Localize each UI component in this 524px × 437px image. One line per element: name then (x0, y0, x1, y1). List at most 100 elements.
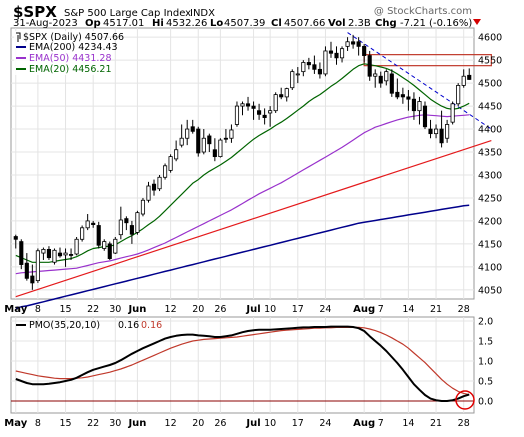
price-x-tick-label: 14 (402, 304, 414, 315)
legend-ema200: EMA(200) 4234.43 (29, 42, 118, 53)
candle-body (63, 252, 68, 256)
pmo-y-tick-label: 1.5 (478, 337, 493, 348)
candle-body (339, 48, 345, 59)
price-y-tick-label: 4550 (478, 56, 502, 67)
price-y-tick-label: 4600 (478, 33, 502, 44)
price-y-tick-label: 4450 (478, 102, 502, 113)
close-label: Cl (271, 18, 282, 29)
candle-body (24, 262, 29, 279)
pmo-y-tick-label: 1.0 (478, 357, 493, 368)
price-x-tick-label: 24 (319, 304, 331, 315)
open-value: 4517.01 (103, 18, 144, 29)
candle-body (135, 212, 140, 233)
legend-ema20: EMA(20) 4456.21 (29, 64, 112, 75)
candle-body (13, 236, 18, 240)
candle-body (229, 129, 234, 139)
candle-body (334, 52, 339, 59)
candle-body (80, 227, 85, 240)
pmo-x-tick-label: 14 (402, 418, 414, 429)
pmo-x-tick-label: May (4, 418, 27, 429)
candle-body (445, 124, 450, 139)
pmo-x-tick-label: 22 (87, 418, 99, 429)
candle-body (201, 137, 206, 153)
price-overlays (15, 32, 492, 309)
pmo-x-tick-label: 20 (192, 418, 204, 429)
candle-body (85, 220, 90, 229)
watermark: @ StockCharts.com (374, 6, 472, 17)
open-label: Op (85, 18, 101, 29)
candle-body (439, 128, 444, 144)
price-y-tick-label: 4400 (478, 125, 502, 136)
candle-body (323, 50, 328, 75)
candle-body (406, 96, 411, 100)
pmo-x-tick-label: Jun (127, 418, 146, 429)
legend-price: $SPX (Daily) 4507.66 (23, 32, 124, 43)
price-x-tick-label: Jul (245, 304, 260, 315)
candlesticks (13, 34, 472, 290)
price-x-tick-label: 21 (430, 304, 442, 315)
candle-body (378, 75, 383, 84)
pmo-x-axis: May 8 15 22 30 Jun 12 20 26 Jul 10 17 24 Aug 7 14 21 28 (4, 418, 469, 429)
candle-body (212, 149, 217, 158)
price-x-tick-label: Aug (353, 304, 375, 315)
header-date: 31-Aug-2023 (13, 18, 78, 29)
high-value: 4532.26 (166, 18, 207, 29)
candle-body (179, 137, 184, 146)
pmo-y-tick-label: 0.5 (478, 377, 493, 388)
candle-body (107, 243, 112, 259)
price-x-tick-label: 7 (378, 304, 384, 315)
candle-body (124, 218, 129, 224)
legend-pmo-label: PMO(35,20,10) (29, 320, 100, 331)
candle-body (74, 238, 79, 255)
candle-body (223, 137, 228, 140)
candle-body (113, 238, 118, 254)
pmo-legend: PMO(35,20,10) 0.16 0.16 (16, 320, 162, 331)
pmo-y-tick-label: 0.0 (478, 397, 493, 408)
pmo-y-tick-label: 2.0 (478, 317, 493, 328)
candle-body (140, 199, 146, 215)
candle-body (190, 126, 195, 132)
candle-body (367, 55, 372, 77)
pmo-x-tick-label: 24 (319, 418, 331, 429)
candle-body (91, 222, 96, 225)
price-x-axis: May 8 15 22 30 Jun 12 20 26 Jul 10 17 24 Aug 7 14 21 28 (4, 304, 469, 315)
price-y-axis: 4050 4100 4150 4200 4250 4300 4350 4400 4450 4500… (478, 33, 502, 297)
candle-body (373, 73, 378, 77)
candle-body (218, 139, 223, 158)
price-x-tick-label: 20 (192, 304, 204, 315)
candle-body (257, 110, 262, 115)
legend-ema50: EMA(50) 4431.28 (29, 53, 112, 64)
price-y-tick-label: 4200 (478, 216, 502, 227)
price-y-tick-label: 4150 (478, 239, 502, 250)
candle-body (295, 73, 300, 76)
pmo-x-tick-label: 7 (378, 418, 384, 429)
candle-body (129, 225, 134, 235)
pmo-x-tick-label: 10 (264, 418, 276, 429)
candle-body (163, 165, 168, 178)
candle-body (245, 103, 251, 107)
ema200-line (15, 204, 470, 309)
candle-body (301, 62, 306, 73)
pmo-x-tick-label: 12 (165, 418, 177, 429)
candle-body (185, 128, 190, 139)
candle-body (356, 41, 361, 47)
candle-body (456, 85, 461, 105)
price-x-tick-label: 8 (35, 304, 41, 315)
candle-body (41, 248, 46, 254)
candle-body (279, 94, 284, 98)
candle-body (395, 91, 400, 98)
candle-body (96, 225, 101, 246)
price-x-tick-label: 12 (165, 304, 177, 315)
candle-body (174, 149, 179, 160)
candle-body (262, 114, 267, 118)
candle-body (433, 128, 439, 135)
price-x-tick-label: 10 (264, 304, 276, 315)
high-label: Hi (152, 18, 164, 29)
candle-body (268, 110, 273, 114)
ema20-line (15, 63, 470, 263)
pmo-line (15, 325, 470, 402)
price-x-tick-label: 22 (87, 304, 99, 315)
candle-body (146, 185, 151, 201)
pmo-x-tick-label: 8 (35, 418, 41, 429)
